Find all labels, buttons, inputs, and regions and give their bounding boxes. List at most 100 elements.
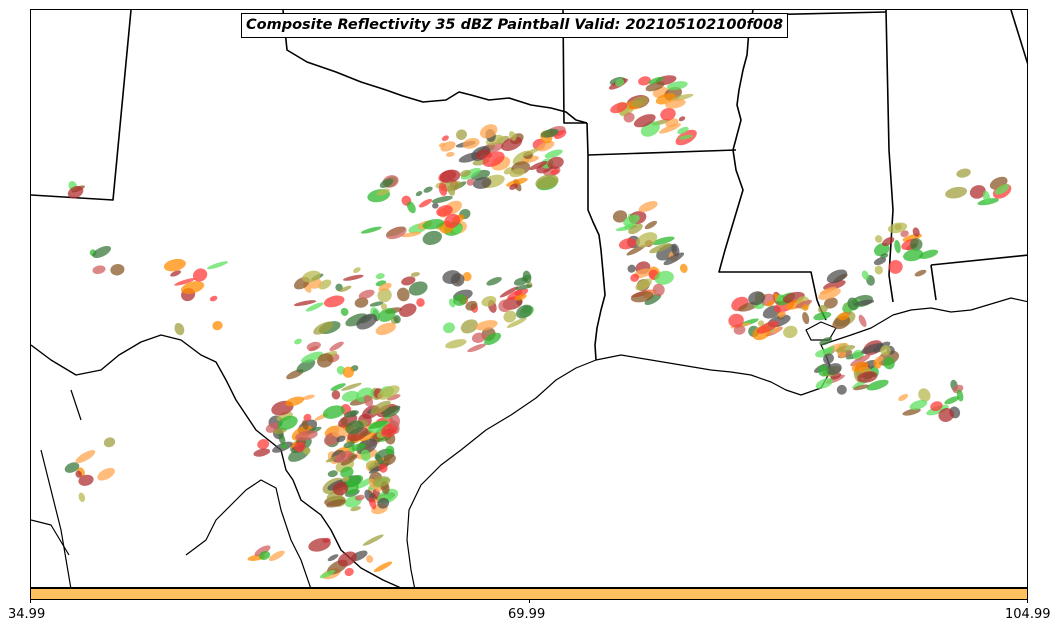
reflectivity-cell (636, 232, 658, 248)
reflectivity-cell (337, 551, 357, 567)
reflectivity-cell (663, 252, 685, 266)
reflectivity-cell (501, 136, 523, 151)
rio-grande-border (31, 334, 401, 587)
reflectivity-cell (410, 272, 420, 277)
reflectivity-cell (618, 238, 637, 250)
reflectivity-cell (332, 482, 349, 496)
reflectivity-cell (303, 413, 312, 422)
reflectivity-cell (778, 311, 786, 318)
reflectivity-cell (103, 437, 116, 448)
reflectivity-cell (75, 450, 96, 464)
reflectivity-cell (268, 550, 285, 561)
reflectivity-cell (627, 264, 636, 273)
reflectivity-cell (378, 462, 388, 473)
reflectivity-cell (293, 300, 317, 307)
reflectivity-cell (666, 81, 688, 91)
colorbar-tick-mark-min (30, 599, 31, 603)
ms-al-boundary (885, 10, 894, 303)
reflectivity-cell (78, 474, 94, 486)
reflectivity-cell (547, 156, 564, 170)
reflectivity-cell (341, 382, 362, 391)
reflectivity-cell (802, 304, 809, 311)
reflectivity-cell (345, 313, 368, 327)
reflectivity-cell (660, 107, 676, 121)
reflectivity-cell (441, 135, 449, 142)
reflectivity-cell (438, 142, 446, 148)
reflectivity-cell (938, 408, 954, 422)
reflectivity-cell (900, 230, 909, 238)
reflectivity-cell (408, 281, 428, 296)
reflectivity-cell (836, 384, 847, 395)
reflectivity-cell (445, 151, 455, 157)
reflectivity-cell (853, 299, 875, 306)
reflectivity-cell (679, 263, 688, 274)
reflectivity-cell (506, 317, 527, 328)
reflectivity-cell (373, 561, 393, 573)
reflectivity-cell (874, 235, 883, 243)
reflectivity-cell (423, 186, 433, 193)
reflectivity-cell (444, 213, 461, 229)
reflectivity-cell (294, 338, 302, 345)
reflectivity-cell (638, 76, 651, 86)
reflectivity-cell (431, 195, 453, 204)
reflectivity-cell (757, 320, 765, 327)
reflectivity-cell (334, 450, 353, 463)
reflectivity-cell (277, 415, 298, 430)
reflectivity-cell (733, 325, 746, 335)
reflectivity-cell (375, 322, 396, 336)
reflectivity-cell (815, 378, 834, 389)
reflectivity-cell (903, 249, 924, 262)
reflectivity-cell (207, 261, 229, 270)
reflectivity-cell (628, 223, 643, 235)
reflectivity-cell (356, 438, 378, 455)
reflectivity-cell (818, 288, 841, 300)
reflectivity-cell (994, 183, 1010, 195)
reflectivity-cell (459, 169, 471, 177)
lake-pontchartrain (805, 321, 837, 341)
reflectivity-cell (378, 308, 396, 322)
reflectivity-cell (447, 184, 456, 196)
reflectivity-cell (418, 198, 433, 208)
reflectivity-cell (659, 123, 681, 134)
reflectivity-cell (170, 270, 182, 277)
reflectivity-cell (257, 439, 270, 450)
reflectivity-cell (306, 341, 321, 351)
al-fl-vertical (930, 264, 937, 301)
reflectivity-cell (336, 435, 346, 443)
reflectivity-cell (644, 293, 662, 306)
colorbar-tick-mid: 69.99 (508, 607, 546, 622)
reflectivity-cell (508, 131, 517, 141)
ar-ok-boundary (562, 10, 587, 124)
reflectivity-cell (638, 201, 658, 213)
reflectivity-cell (181, 281, 205, 294)
reflectivity-cell (301, 420, 309, 430)
reflectivity-cell (484, 332, 502, 346)
reflectivity-cell (416, 298, 425, 307)
mexico-state-boundary-3 (185, 479, 311, 587)
reflectivity-cell (295, 430, 318, 441)
reflectivity-cell (540, 128, 559, 138)
reflectivity-cell (823, 353, 834, 364)
reflectivity-cell (630, 273, 640, 282)
gulf-coastline (406, 297, 1027, 587)
reflectivity-cell (317, 353, 334, 368)
reflectivity-cell (824, 297, 838, 309)
reflectivity-cell (462, 138, 480, 149)
reflectivity-cell (302, 394, 315, 400)
al-fl-boundary (930, 254, 1027, 266)
reflectivity-cell (783, 325, 798, 339)
reflectivity-cell (482, 151, 505, 168)
reflectivity-cell (163, 258, 186, 272)
tx-la-boundary (586, 122, 606, 361)
reflectivity-cell (465, 300, 478, 311)
reflectivity-cell (64, 462, 80, 473)
reflectivity-cell (345, 420, 364, 435)
reflectivity-cell (802, 312, 810, 325)
reflectivity-cell (630, 291, 654, 303)
reflectivity-cell (776, 296, 784, 302)
reflectivity-cell (313, 321, 334, 335)
reflectivity-cell (645, 81, 665, 92)
reflectivity-cell (486, 277, 502, 286)
reflectivity-cell (341, 390, 360, 402)
reflectivity-cell (377, 497, 390, 509)
